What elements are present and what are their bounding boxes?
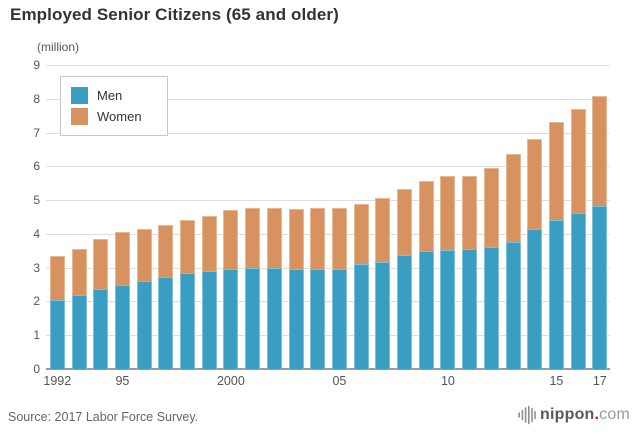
- legend-item-men: Men: [71, 85, 167, 106]
- bar-1992-men: [49, 299, 65, 369]
- women-color-swatch: [71, 108, 88, 125]
- bar-2010-women: [440, 176, 456, 250]
- bar-2009-men: [418, 250, 434, 369]
- bar-2017-women: [592, 96, 608, 206]
- y-tick-label-3: 3: [33, 260, 40, 275]
- bar-2015-men: [548, 219, 564, 369]
- bar-1994-men: [93, 288, 109, 369]
- bar-2006-men: [353, 264, 369, 369]
- bar-1997-men: [158, 277, 174, 369]
- gridline-2: [46, 301, 610, 303]
- y-tick-label-9: 9: [33, 58, 40, 72]
- x-tick-label-10: 10: [440, 374, 455, 388]
- bar-2013-men: [505, 242, 521, 369]
- gridline-9: [46, 65, 610, 66]
- logo-name: nippon: [540, 406, 595, 423]
- bar-2013-women: [505, 153, 521, 243]
- bar-2002-women: [266, 208, 282, 269]
- bar-2015-women: [548, 121, 564, 220]
- legend-item-women: Women: [71, 106, 167, 127]
- bar-2008-men: [397, 254, 412, 369]
- bar-2002-men: [266, 268, 282, 369]
- bar-2004-women: [310, 208, 326, 270]
- nippon-logo: nippon.com: [518, 405, 630, 425]
- y-tick-label-1: 1: [33, 328, 40, 343]
- x-tick-label-05: 05: [332, 374, 347, 388]
- y-tick-label-2: 2: [33, 294, 40, 309]
- bar-2016-men: [570, 213, 586, 369]
- bar-1998-women: [180, 220, 195, 274]
- chart-title: Employed Senior Citizens (65 and older): [10, 5, 339, 24]
- bar-1999-women: [201, 216, 217, 272]
- bar-1998-men: [180, 273, 195, 369]
- bar-2017-men: [592, 205, 608, 369]
- bar-1993-men: [71, 294, 87, 369]
- gridline-1: [46, 335, 610, 337]
- y-tick-label-0: 0: [33, 362, 40, 376]
- bar-2011-men: [462, 249, 478, 369]
- legend: Men Women: [60, 76, 168, 136]
- men-color-swatch: [71, 87, 88, 104]
- bar-1995-women: [114, 231, 130, 285]
- source-note: Source: 2017 Labor Force Survey.: [8, 410, 199, 424]
- bar-1994-women: [93, 238, 109, 289]
- x-tick-label-15: 15: [549, 374, 564, 388]
- bar-2001-men: [245, 267, 261, 369]
- x-tick-label-17: 17: [592, 374, 607, 388]
- bar-2005-women: [331, 207, 347, 270]
- x-tick-label-2000: 2000: [216, 374, 245, 388]
- bar-2004-men: [310, 269, 326, 369]
- legend-label-women: Women: [97, 109, 142, 124]
- y-tick-label-8: 8: [33, 91, 40, 106]
- y-tick-label-6: 6: [33, 159, 40, 174]
- gridline-8: [46, 98, 610, 100]
- y-axis-unit-label: (million): [37, 40, 79, 54]
- logo-dot: .: [594, 406, 600, 423]
- bar-2011-women: [462, 176, 478, 250]
- gridline-7: [46, 132, 610, 134]
- nippon-logo-icon: [518, 405, 536, 425]
- bar-2010-men: [440, 249, 456, 369]
- bar-2003-women: [288, 208, 304, 270]
- bar-2007-men: [375, 261, 391, 369]
- bar-1997-women: [158, 224, 174, 278]
- nippon-logo-text: nippon.com: [540, 406, 630, 424]
- bar-2014-women: [527, 138, 543, 229]
- bar-2008-women: [397, 189, 412, 255]
- bar-1995-men: [114, 284, 130, 369]
- bar-1996-men: [136, 280, 152, 369]
- bar-1996-women: [136, 229, 152, 281]
- bar-2000-women: [223, 210, 239, 269]
- bar-2012-women: [483, 167, 499, 248]
- bar-2001-women: [245, 207, 261, 268]
- bar-2016-women: [570, 108, 586, 214]
- bar-2000-men: [223, 268, 239, 369]
- bar-1992-women: [49, 255, 65, 300]
- bar-2007-women: [375, 197, 391, 262]
- bar-2003-men: [288, 269, 304, 369]
- gridline-5: [46, 200, 610, 202]
- x-tick-label-1992: 1992: [43, 374, 72, 388]
- bar-2012-men: [483, 247, 499, 369]
- bar-2006-women: [353, 203, 369, 265]
- bar-1999-men: [201, 271, 217, 369]
- bar-2005-men: [331, 269, 347, 369]
- x-axis-line: [46, 368, 610, 370]
- y-tick-label-7: 7: [33, 125, 40, 140]
- x-tick-label-95: 95: [115, 374, 130, 388]
- bar-2009-women: [418, 181, 434, 251]
- logo-tld: com: [599, 406, 630, 423]
- bar-2014-men: [527, 228, 543, 369]
- bar-1993-women: [71, 248, 87, 295]
- plot-area: [46, 65, 610, 370]
- y-tick-label-5: 5: [33, 193, 40, 208]
- gridline-4: [46, 233, 610, 235]
- gridline-3: [46, 267, 610, 269]
- gridline-6: [46, 166, 610, 168]
- y-tick-label-4: 4: [33, 226, 40, 241]
- legend-label-men: Men: [97, 88, 123, 103]
